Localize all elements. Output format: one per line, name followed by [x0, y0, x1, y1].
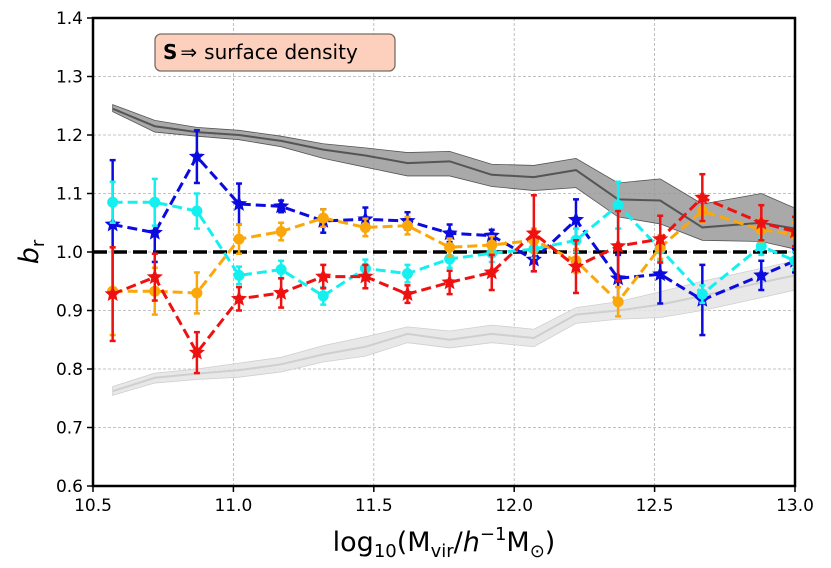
- data-point-orange: [275, 226, 287, 238]
- data-point-blue: [652, 265, 669, 282]
- series-line-orange: [112, 209, 795, 304]
- data-point-blue: [441, 224, 458, 241]
- data-point-red: [483, 264, 500, 280]
- data-point-red: [146, 268, 163, 284]
- data-point-red: [786, 223, 795, 239]
- data-point-red: [753, 214, 770, 230]
- data-point-cyan: [191, 205, 203, 217]
- data-series: [104, 129, 795, 375]
- series-line-red: [112, 195, 795, 356]
- band-line-lower-envelope: [112, 274, 796, 393]
- data-point-cyan: [107, 196, 119, 208]
- y-tick-label: 1.1: [56, 185, 83, 205]
- data-point-red: [104, 285, 121, 301]
- data-point-cyan: [275, 264, 287, 276]
- y-tick-label: 0.9: [56, 302, 83, 322]
- data-point-red: [230, 290, 248, 306]
- y-tick-label: 0.7: [56, 419, 83, 439]
- data-point-red: [357, 268, 374, 284]
- y-tick-label: 1.0: [56, 243, 83, 263]
- x-tick-label: 11.0: [214, 496, 252, 516]
- data-point-blue: [483, 227, 500, 243]
- y-tick-label: 0.8: [56, 360, 83, 380]
- data-point-orange: [233, 233, 245, 245]
- data-point-red: [567, 258, 585, 274]
- series-red: [104, 172, 795, 375]
- y-tick-label: 0.6: [56, 477, 83, 497]
- data-point-cyan: [696, 288, 708, 300]
- y-axis-label: br: [14, 239, 49, 264]
- data-point-blue: [567, 211, 585, 227]
- data-point-red: [694, 189, 711, 205]
- data-point-blue: [753, 266, 770, 283]
- x-tick-label: 13.0: [776, 496, 814, 516]
- y-tick-label: 1.2: [56, 126, 83, 146]
- data-point-red: [652, 230, 669, 246]
- data-point-red: [441, 273, 458, 290]
- data-point-red: [610, 237, 627, 253]
- series-orange: [107, 198, 795, 337]
- annotation-box: S ⇒ surface density: [154, 33, 396, 72]
- data-point-orange: [486, 239, 498, 251]
- x-tick-label: 12.5: [636, 496, 674, 516]
- data-point-red: [315, 268, 332, 284]
- x-axis-label: log10(Mvir/h−1M⊙): [333, 524, 556, 562]
- data-point-cyan: [755, 240, 767, 252]
- data-point-cyan: [149, 196, 161, 208]
- data-point-red: [525, 224, 542, 241]
- svg-text:S⇒surface density: S ⇒ surface density: [163, 40, 358, 64]
- data-point-blue: [188, 148, 205, 164]
- data-point-red: [273, 284, 290, 300]
- x-axis-ticks: 10.5 11.0 11.5 12.0 12.5 13.0: [74, 486, 814, 516]
- band-line-upper-envelope: [112, 107, 796, 230]
- data-point-cyan: [612, 199, 624, 211]
- data-point-orange: [191, 287, 203, 299]
- data-point-cyan: [317, 290, 329, 302]
- y-tick-label: 1.4: [56, 9, 83, 29]
- data-point-cyan: [789, 255, 795, 267]
- y-axis-ticks: 0.6 0.7 0.8 0.9 1.0 1.1 1.2 1.3 1.4: [56, 9, 93, 497]
- data-point-orange: [401, 220, 413, 232]
- data-point-orange: [359, 221, 371, 233]
- annotation-text: surface density: [204, 40, 358, 64]
- data-point-cyan: [233, 269, 245, 281]
- data-point-blue: [230, 195, 248, 211]
- x-tick-label: 12.0: [495, 496, 533, 516]
- data-point-orange: [317, 212, 329, 224]
- x-tick-label: 10.5: [74, 496, 112, 516]
- annotation-bold: S: [163, 40, 177, 64]
- data-point-red: [188, 344, 205, 360]
- y-tick-label: 1.3: [56, 68, 83, 88]
- data-point-cyan: [401, 268, 413, 280]
- x-tick-label: 11.5: [355, 496, 393, 516]
- annotation-arrow: ⇒: [180, 40, 197, 64]
- data-point-blue: [273, 197, 290, 214]
- data-point-orange: [612, 296, 624, 308]
- data-point-orange: [444, 241, 456, 253]
- data-point-red: [399, 285, 416, 301]
- data-point-blue: [146, 224, 163, 240]
